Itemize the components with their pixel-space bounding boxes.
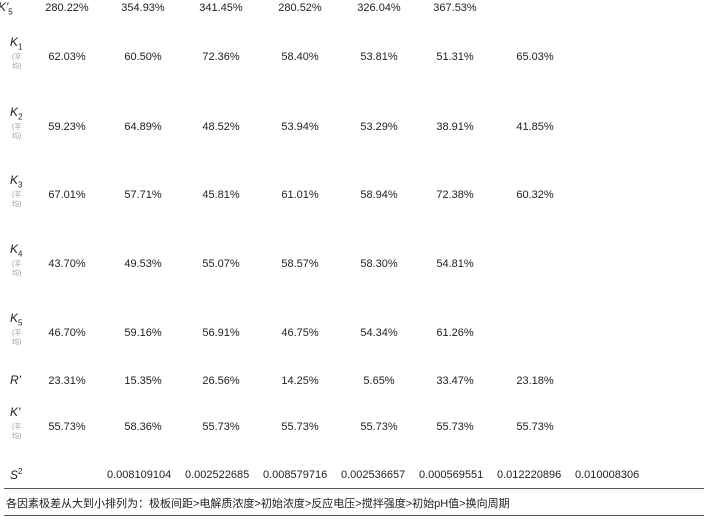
label-note: (平均) xyxy=(12,54,22,70)
table-cell: 49.53% xyxy=(124,258,162,270)
table-cell: 64.89% xyxy=(124,121,162,133)
table-cell: 59.16% xyxy=(124,327,162,339)
label-subscript: 4 xyxy=(18,249,23,259)
table-cell: 55.73% xyxy=(48,421,86,433)
table-cell: 55.07% xyxy=(202,258,240,270)
table-cell: 45.81% xyxy=(202,189,240,201)
label-note: (平均) xyxy=(12,330,22,346)
table-cell: 60.50% xyxy=(124,51,162,63)
table-cell: 326.04% xyxy=(357,2,401,14)
label-symbol: R' xyxy=(10,373,21,387)
label-symbol: K' xyxy=(10,405,21,419)
table-cell: 46.75% xyxy=(281,327,319,339)
label-subscript: 5 xyxy=(18,318,23,328)
row-label: K' xyxy=(10,405,20,419)
row-label: K1 xyxy=(10,35,22,51)
label-note: (平均) xyxy=(12,192,22,208)
table-cell: 0.000569551 xyxy=(419,469,484,481)
row-label: K3 xyxy=(10,173,22,189)
footnote: 各因素极差从大到小排列为：极板间距>电解质浓度>初始浓度>反应电压>搅拌强度>初… xyxy=(6,498,510,510)
table-cell: 33.47% xyxy=(436,375,474,387)
table-cell: 46.70% xyxy=(48,327,86,339)
table-cell: 15.35% xyxy=(124,375,162,387)
table-cell: 0.012220896 xyxy=(497,469,562,481)
table-cell: 57.71% xyxy=(124,189,162,201)
table-cell: 280.22% xyxy=(45,2,89,14)
table-cell: 55.73% xyxy=(360,421,398,433)
label-note: (平均) xyxy=(12,424,22,440)
table-cell: 53.29% xyxy=(360,121,398,133)
label-symbol: K' xyxy=(0,0,9,14)
table-cell: 58.30% xyxy=(360,258,398,270)
table-rule xyxy=(4,515,704,516)
table-cell: 72.36% xyxy=(202,51,240,63)
row-label: K4 xyxy=(10,242,22,258)
table-cell: 58.40% xyxy=(281,51,319,63)
label-symbol: K xyxy=(10,105,19,119)
table-cell: 58.36% xyxy=(124,421,162,433)
table-cell: 58.94% xyxy=(360,189,398,201)
label-note: (平均) xyxy=(12,124,22,140)
table-cell: 53.81% xyxy=(360,51,398,63)
row-label: R' xyxy=(10,373,21,387)
row-label: K5 xyxy=(10,311,22,327)
table-cell: 56.91% xyxy=(202,327,240,339)
table-cell: 61.01% xyxy=(281,189,319,201)
table-cell: 354.93% xyxy=(121,2,165,14)
label-superscript: 2 xyxy=(18,467,23,476)
table-cell: 14.25% xyxy=(281,375,319,387)
table-cell: 55.73% xyxy=(281,421,319,433)
table-cell: 61.26% xyxy=(436,327,474,339)
table-cell: 0.002522685 xyxy=(185,469,250,481)
row-label: K'5 xyxy=(0,0,13,16)
label-subscript: 1 xyxy=(18,42,23,52)
table-cell: 54.81% xyxy=(436,258,474,270)
label-note: (平均) xyxy=(12,261,22,277)
label-subscript: 3 xyxy=(18,180,23,190)
table-cell: 23.18% xyxy=(516,375,554,387)
table-cell: 58.57% xyxy=(281,258,319,270)
table-cell: 55.73% xyxy=(202,421,240,433)
table-cell: 67.01% xyxy=(48,189,86,201)
table-cell: 72.38% xyxy=(436,189,474,201)
table-cell: 62.03% xyxy=(48,51,86,63)
table-cell: 26.56% xyxy=(202,375,240,387)
row-label: S2 xyxy=(10,467,22,482)
table-cell: 23.31% xyxy=(48,375,86,387)
table-cell: 0.010008306 xyxy=(575,469,640,481)
table-cell: 38.91% xyxy=(436,121,474,133)
table-cell: 0.008109104 xyxy=(107,469,172,481)
label-symbol: K xyxy=(10,35,19,49)
table-cell: 367.53% xyxy=(433,2,477,14)
label-symbol: S xyxy=(10,468,19,482)
table-cell: 5.65% xyxy=(363,375,395,387)
table-cell: 60.32% xyxy=(516,189,554,201)
table-cell: 48.52% xyxy=(202,121,240,133)
table-cell: 43.70% xyxy=(48,258,86,270)
table-cell: 41.85% xyxy=(516,121,554,133)
label-symbol: K xyxy=(10,242,19,256)
table-cell: 341.45% xyxy=(199,2,243,14)
table-cell: 280.52% xyxy=(278,2,322,14)
row-label: K2 xyxy=(10,105,22,121)
table-cell: 53.94% xyxy=(281,121,319,133)
table-cell: 55.73% xyxy=(436,421,474,433)
label-symbol: K xyxy=(10,173,19,187)
label-symbol: K xyxy=(10,311,19,325)
table-rule xyxy=(4,488,704,489)
table-cell: 0.002536657 xyxy=(341,469,406,481)
table-cell: 54.34% xyxy=(360,327,398,339)
table-cell: 59.23% xyxy=(48,121,86,133)
table-cell: 0.008579716 xyxy=(263,469,328,481)
table-cell: 55.73% xyxy=(516,421,554,433)
label-subscript: 2 xyxy=(18,112,23,122)
table-cell: 65.03% xyxy=(516,51,554,63)
table-cell: 51.31% xyxy=(436,51,474,63)
label-subscript: 5 xyxy=(8,7,13,17)
